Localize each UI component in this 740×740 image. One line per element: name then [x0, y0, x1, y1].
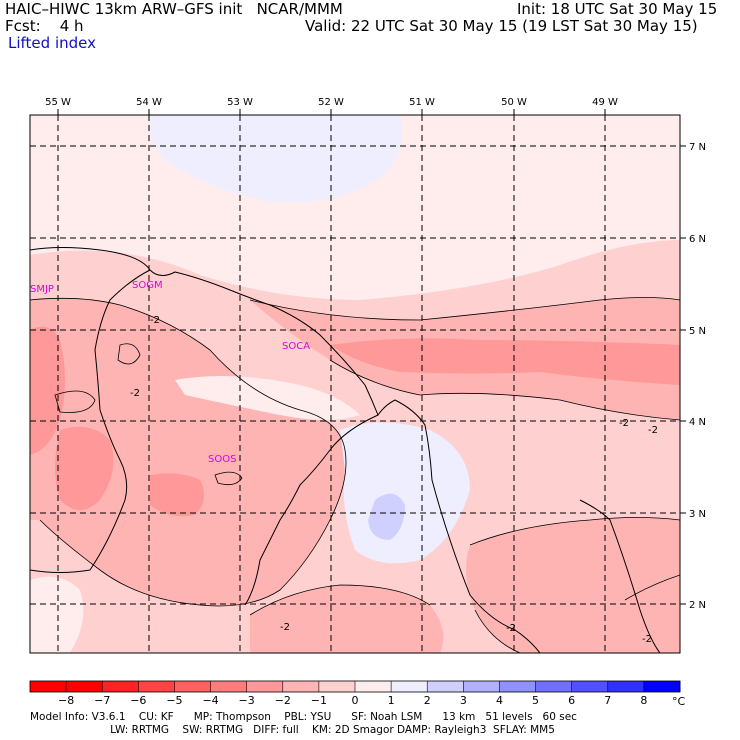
contour-label: -2	[648, 425, 658, 436]
colorbar-swatch	[210, 681, 248, 692]
colorbar-swatch	[102, 681, 139, 692]
tick-marks	[57, 109, 686, 605]
model-title: HAIC–HIWC 13km ARW–GFS init NCAR/MMM	[5, 0, 343, 18]
colorbar-swatch	[30, 681, 67, 692]
colorbar-tick-label: −3	[239, 694, 255, 707]
colorbar-tick-label: 4	[496, 694, 503, 707]
lon-label: 49 W	[592, 97, 618, 108]
colorbar-tick-label: 0	[352, 694, 359, 707]
colorbar-swatch	[643, 681, 681, 692]
colorbar-swatch	[318, 681, 356, 692]
lat-label: 3 N	[689, 509, 706, 520]
station-label: SOGM	[132, 280, 163, 291]
lon-label: 52 W	[318, 97, 344, 108]
longitude-labels: 55 W 54 W 53 W 52 W 51 W 50 W 49 W	[45, 97, 618, 108]
field-name: Lifted index	[8, 34, 96, 52]
contour-label: -2	[280, 622, 290, 633]
latitude-labels: 7 N 6 N 5 N 4 N 3 N 2 N	[689, 142, 706, 611]
colorbar-swatch	[138, 681, 175, 692]
colorbar-tick-label: −1	[311, 694, 327, 707]
colorbar-swatch	[246, 681, 284, 692]
colorbar-tick-label: −2	[275, 694, 291, 707]
colorbar-swatch	[535, 681, 573, 692]
contour-label: -2	[130, 388, 140, 399]
coastline	[30, 247, 661, 653]
valid-time: Valid: 22 UTC Sat 30 May 15 (19 LST Sat …	[305, 17, 698, 35]
colorbar-tick-label: 7	[604, 694, 611, 707]
lat-label: 5 N	[689, 326, 706, 337]
shaded-field	[30, 115, 680, 653]
colorbar-swatch	[355, 681, 392, 692]
contour-label: -2	[642, 634, 652, 645]
colorbar-tick-label: 1	[388, 694, 395, 707]
lat-label: 6 N	[689, 234, 706, 245]
station-label: SMJP	[30, 284, 54, 295]
graticule	[30, 115, 680, 653]
colorbar-swatch	[282, 681, 320, 692]
colorbar-swatch	[391, 681, 428, 692]
init-time: Init: 18 UTC Sat 30 May 15	[517, 0, 718, 18]
lon-label: 50 W	[501, 97, 527, 108]
contour-label: -2	[506, 623, 516, 634]
colorbar-tick-label: 8	[640, 694, 647, 707]
station-label: SOCA	[282, 341, 310, 352]
contour-label: -2	[150, 315, 160, 326]
colorbar-swatch	[607, 681, 645, 692]
model-info-line-1: Model Info: V3.6.1 CU: KF MP: Thompson P…	[30, 711, 577, 723]
colorbar-swatch	[174, 681, 212, 692]
contour-label: -2	[619, 418, 629, 429]
colorbar-swatch	[571, 681, 609, 692]
contour-lines	[30, 297, 680, 653]
station-labels: SMJP SOGM SOCA SOOS	[30, 280, 310, 465]
colorbar-tick-label: 2	[424, 694, 431, 707]
map-frame	[29, 114, 681, 654]
colorbar-swatch	[463, 681, 500, 692]
station-label: SOOS	[208, 454, 236, 465]
model-info-line-2: LW: RRTMG SW: RRTMG DIFF: full KM: 2D Sm…	[30, 724, 555, 736]
colorbar-tick-label: −6	[130, 694, 146, 707]
colorbar-tick-label: −4	[202, 694, 218, 707]
colorbar-swatch	[499, 681, 537, 692]
lon-label: 54 W	[136, 97, 162, 108]
colorbar-tick-label: 5	[532, 694, 539, 707]
lat-label: 7 N	[689, 142, 706, 153]
lat-label: 2 N	[689, 600, 706, 611]
lon-label: 51 W	[409, 97, 435, 108]
colorbar-tick-label: −7	[94, 694, 110, 707]
colorbar-tick-label: −8	[58, 694, 74, 707]
colorbar-tick-label: −5	[166, 694, 182, 707]
forecast-hour: Fcst: 4 h	[5, 17, 84, 35]
lat-label: 4 N	[689, 417, 706, 428]
contour-labels: -2 -2 -2 -2 -2 -2 -2	[130, 315, 658, 645]
colorbar-swatch	[427, 681, 464, 692]
lon-label: 53 W	[227, 97, 253, 108]
colorbar-tick-label: 3	[460, 694, 467, 707]
colorbar-tick-label: 6	[568, 694, 575, 707]
lon-label: 55 W	[45, 97, 71, 108]
colorbar: −8 −7 −6 −5 −4 −3 −2 −1 0 1 2 3 4 5 6 7 8	[29, 680, 681, 707]
colorbar-unit: °C	[672, 695, 686, 708]
colorbar-swatch	[66, 681, 103, 692]
